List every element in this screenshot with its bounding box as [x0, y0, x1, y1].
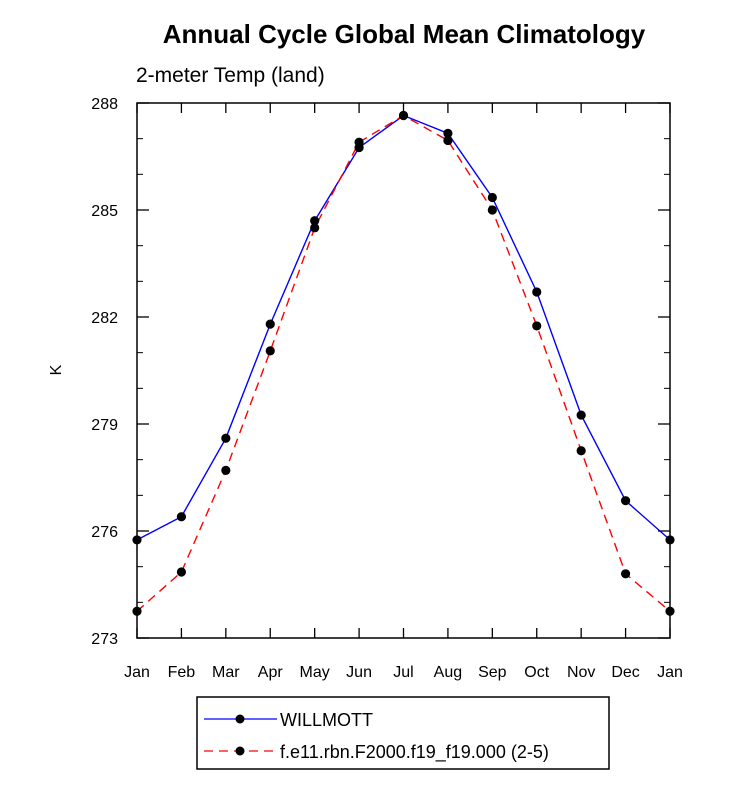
- data-point-series-0: [532, 287, 542, 297]
- y-tick-label: 276: [91, 524, 118, 541]
- legend-marker-model: [235, 746, 245, 756]
- x-tick-label: Aug: [434, 664, 462, 681]
- data-point-series-1: [576, 446, 586, 456]
- x-tick-label: Jan: [657, 664, 683, 681]
- plot-frame: [136, 102, 671, 639]
- chart-subtitle: 2-meter Temp (land): [136, 64, 325, 87]
- data-point-series-0: [310, 216, 320, 226]
- data-point-series-1: [443, 135, 453, 146]
- data-point-series-0: [265, 319, 275, 329]
- x-tick-label: Feb: [168, 664, 196, 681]
- y-tick-label: 273: [91, 631, 118, 648]
- data-point-series-1: [132, 606, 142, 616]
- y-tick-label: 282: [91, 310, 118, 327]
- data-point-series-1: [532, 321, 542, 331]
- axes: Jan Feb Mar Apr May Jun Jul Aug Sep Oct Nov Dec Jan 2…: [91, 96, 683, 681]
- data-point-series-0: [487, 192, 497, 203]
- legend-label-willmott: WILLMOTT: [280, 710, 373, 730]
- chart-title: Annual Cycle Global Mean Climatology: [163, 19, 646, 49]
- x-tick-label: May: [300, 664, 330, 681]
- series-line-1: [136, 114, 671, 612]
- x-tick-label: Nov: [567, 664, 595, 681]
- data-point-series-0: [221, 433, 231, 443]
- data-point-series-1: [265, 346, 275, 356]
- legend-marker-willmott: [235, 714, 245, 724]
- x-tick-label: Jun: [346, 664, 372, 681]
- x-tick-label: Mar: [212, 664, 240, 681]
- legend: WILLMOTT f.e11.rbn.F2000.f19_f19.000 (2-…: [196, 696, 610, 770]
- x-tick-label: Apr: [258, 664, 284, 681]
- data-point-series-0: [132, 535, 142, 545]
- data-point-series-0: [176, 512, 187, 522]
- data-point-series-1: [310, 223, 320, 233]
- y-tick-label: 285: [91, 203, 118, 220]
- data-point-series-0: [443, 128, 453, 138]
- y-tick-label: 288: [91, 96, 118, 113]
- data-point-series-0: [576, 410, 586, 420]
- data-point-series-1: [620, 569, 631, 579]
- x-tick-label: Oct: [524, 664, 549, 681]
- legend-label-model: f.e11.rbn.F2000.f19_f19.000 (2-5): [280, 742, 549, 763]
- data-point-series-1: [398, 110, 409, 121]
- data-point-series-0: [665, 535, 675, 545]
- y-tick-label: 279: [91, 417, 118, 434]
- data-point-series-0: [620, 496, 631, 506]
- x-tick-label: Jul: [393, 664, 413, 681]
- data-point-series-1: [665, 606, 675, 616]
- data-point-series-1: [487, 205, 497, 215]
- x-tick-label: Sep: [478, 664, 507, 681]
- data-point-series-1: [176, 567, 187, 577]
- series-layer: [132, 110, 675, 616]
- x-tick-label: Jan: [124, 664, 150, 681]
- data-point-series-1: [354, 137, 364, 147]
- data-point-series-1: [221, 465, 231, 475]
- y-axis-label: K: [48, 364, 65, 375]
- x-tick-label: Dec: [611, 664, 639, 681]
- legend-box: [196, 696, 610, 770]
